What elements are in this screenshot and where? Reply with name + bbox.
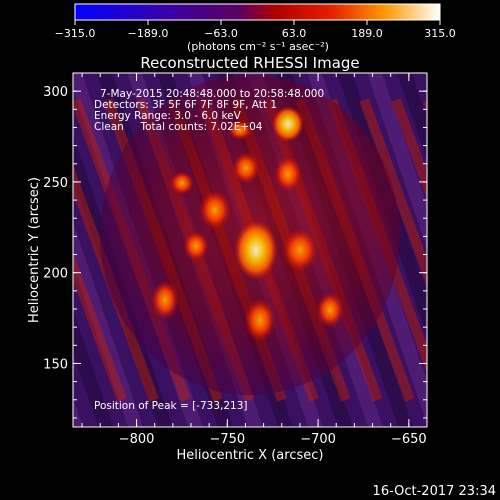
emission-streak [359,98,427,287]
stripe [397,73,427,161]
colorbar-tick-label: 63.0 [282,27,307,40]
info-clean-counts: Clean Total counts: 7.02E+04 [94,121,263,133]
emission-streak [492,100,500,400]
emission-streak [391,98,427,200]
colorbar-tick-label: 315.0 [424,27,456,40]
colorbar-tick-label: −63.0 [204,27,238,40]
y-axis-label: Heliocentric Y (arcsec) [27,177,42,323]
y-tick-label: 150 [43,357,68,372]
x-tick-label: −700 [300,432,336,447]
stripe [73,222,143,427]
emission-source [228,120,252,140]
emission-sources [151,106,344,342]
axis-ticks: −800 −750 −700 −650 300 250 200 150 [43,72,428,447]
emission-source [282,228,318,272]
stripe [490,60,500,440]
emission-source [151,280,179,320]
stripe [367,73,427,249]
plot-frame [72,72,428,428]
emission-source [244,298,276,342]
emission-source [234,220,278,280]
emission-source [199,190,231,230]
timestamp: 16-Oct-2017 23:34 [373,484,496,499]
colorbar-unit-label: (photons cm⁻² s⁻¹ asec⁻²) [187,40,329,53]
y-tick-label: 250 [43,176,68,191]
x-tick-label: −650 [391,432,427,447]
emission-source [316,292,344,328]
info-time-range: 7-May-2015 20:48:48.000 to 20:58:48.000 [100,88,324,100]
emission-source [183,231,209,261]
stripe [73,310,113,427]
colorbar [74,3,441,21]
info-detectors: Detectors: 3F 5F 6F 7F 8F 9F, Att 1 [94,99,277,111]
stripe [430,60,500,440]
colorbar-tick-label: 189.0 [351,27,383,40]
colorbar-ticks: −315.0 −189.0 −63.0 63.0 189.0 315.0 [55,20,456,40]
x-axis-label: Heliocentric X (arcsec) [177,448,324,463]
info-energy-range: Energy Range: 3.0 - 6.0 keV [94,110,242,122]
emission-source [272,106,304,142]
peak-position: Position of Peak = [-733,213] [94,400,248,412]
emission-streak [423,100,427,112]
x-tick-label: −800 [119,432,155,447]
flare-image [0,60,500,440]
y-tick-label: 300 [43,85,68,100]
stripe [0,60,20,440]
stripe [460,60,500,440]
emission-source [274,156,302,192]
emission-source [232,152,260,184]
emission-streak [73,164,159,402]
stripe [0,60,50,440]
emission-streak [460,100,500,400]
emission-source [170,171,194,195]
colorbar-tick-label: −315.0 [55,27,96,40]
stripe [337,73,427,336]
x-tick-label: −750 [209,432,245,447]
y-tick-label: 200 [43,267,68,282]
colorbar-tick-label: −189.0 [128,27,169,40]
emission-streak [73,251,127,402]
plot-title: Reconstructed RHESSI Image [140,54,359,72]
